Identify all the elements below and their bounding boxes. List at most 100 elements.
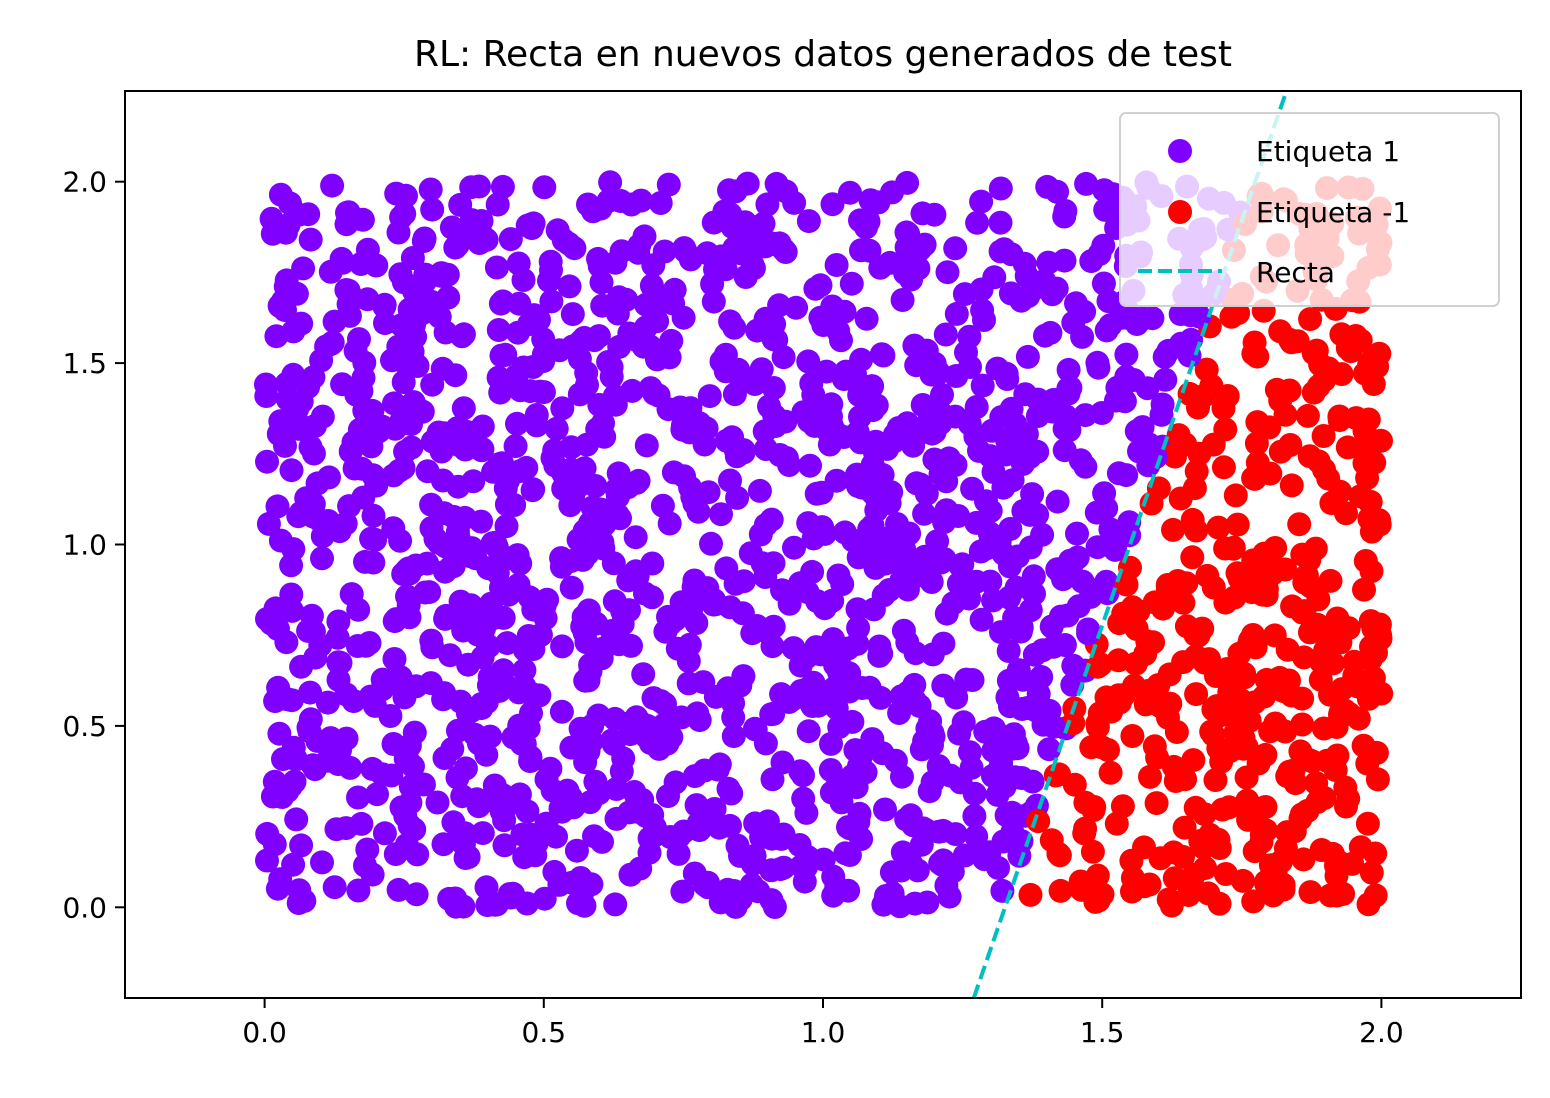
- point-etiqueta-1: [1052, 438, 1077, 463]
- point-etiqueta-1: [873, 551, 898, 576]
- point-etiqueta-neg1: [1246, 751, 1271, 776]
- point-etiqueta-1: [562, 236, 587, 261]
- point-etiqueta-1: [334, 726, 359, 751]
- point-etiqueta-1: [474, 742, 499, 767]
- point-etiqueta-1: [677, 420, 702, 445]
- point-etiqueta-1: [829, 328, 853, 353]
- point-etiqueta-1: [1084, 578, 1109, 602]
- point-etiqueta-1: [353, 853, 377, 878]
- point-etiqueta-1: [764, 171, 789, 196]
- point-etiqueta-1: [735, 171, 760, 196]
- point-etiqueta-1: [692, 758, 717, 783]
- point-etiqueta-neg1: [1298, 620, 1322, 645]
- point-etiqueta-1: [628, 856, 653, 881]
- point-etiqueta-1: [1061, 653, 1086, 678]
- point-etiqueta-neg1: [1106, 648, 1131, 673]
- point-etiqueta-1: [360, 756, 385, 781]
- y-axis: 0.0 0.5 1.0 1.5 2.0: [62, 166, 125, 924]
- point-etiqueta-1: [349, 456, 374, 481]
- point-etiqueta-neg1: [1180, 507, 1205, 532]
- point-etiqueta-1: [858, 188, 883, 213]
- point-etiqueta-1: [572, 325, 597, 350]
- point-etiqueta-1: [1084, 500, 1109, 525]
- point-etiqueta-1: [576, 598, 601, 623]
- point-etiqueta-1: [751, 211, 776, 236]
- point-etiqueta-1: [400, 246, 425, 270]
- point-etiqueta-neg1: [1206, 515, 1231, 540]
- point-etiqueta-1: [381, 463, 406, 488]
- point-etiqueta-neg1: [1342, 664, 1367, 688]
- point-etiqueta-1: [351, 485, 376, 510]
- point-etiqueta-1: [879, 860, 904, 885]
- point-etiqueta-1: [296, 202, 321, 227]
- point-etiqueta-1: [899, 267, 924, 292]
- point-etiqueta-1: [920, 542, 945, 567]
- point-etiqueta-1: [1005, 736, 1030, 761]
- y-tick-label: 1.0: [62, 529, 107, 562]
- point-etiqueta-neg1: [1363, 841, 1388, 866]
- point-etiqueta-1: [273, 433, 297, 458]
- point-etiqueta-1: [502, 493, 527, 517]
- point-etiqueta-1: [1045, 179, 1070, 204]
- point-etiqueta-1: [315, 690, 340, 715]
- point-etiqueta-1: [718, 309, 743, 334]
- point-etiqueta-1: [336, 292, 361, 317]
- point-etiqueta-1: [721, 724, 746, 749]
- point-etiqueta-1: [280, 598, 305, 623]
- point-etiqueta-1: [383, 842, 408, 867]
- point-etiqueta-1: [469, 791, 494, 816]
- point-etiqueta-1: [327, 519, 352, 544]
- point-etiqueta-neg1: [1162, 443, 1186, 468]
- point-etiqueta-1: [989, 620, 1013, 645]
- point-etiqueta-1: [432, 746, 457, 770]
- point-etiqueta-1: [1073, 454, 1098, 479]
- point-etiqueta-neg1: [1039, 828, 1064, 853]
- point-etiqueta-1: [937, 446, 961, 471]
- point-etiqueta-1: [669, 705, 694, 730]
- point-etiqueta-1: [604, 806, 629, 831]
- point-etiqueta-neg1: [1111, 601, 1136, 626]
- point-etiqueta-1: [392, 685, 417, 710]
- point-etiqueta-1: [451, 894, 476, 919]
- point-etiqueta-1: [794, 800, 819, 825]
- point-etiqueta-1: [287, 878, 312, 903]
- point-etiqueta-1: [560, 302, 585, 327]
- point-etiqueta-1: [334, 816, 358, 841]
- point-etiqueta-1: [920, 770, 945, 795]
- point-etiqueta-neg1: [1309, 649, 1334, 674]
- point-etiqueta-1: [943, 404, 968, 429]
- point-etiqueta-1: [848, 763, 873, 788]
- point-etiqueta-1: [1011, 499, 1036, 523]
- point-etiqueta-1: [576, 739, 601, 764]
- point-etiqueta-neg1: [1361, 616, 1386, 641]
- point-etiqueta-neg1: [1268, 439, 1293, 464]
- point-etiqueta-1: [663, 770, 688, 795]
- point-etiqueta-neg1: [1183, 795, 1208, 820]
- point-etiqueta-neg1: [1186, 623, 1211, 648]
- point-etiqueta-1: [781, 636, 806, 661]
- point-etiqueta-1: [699, 531, 723, 556]
- point-etiqueta-1: [310, 850, 334, 875]
- point-etiqueta-1: [413, 580, 438, 605]
- point-etiqueta-1: [382, 391, 406, 416]
- point-etiqueta-1: [650, 493, 675, 518]
- point-etiqueta-1: [521, 597, 546, 622]
- point-etiqueta-neg1: [1156, 887, 1181, 912]
- point-etiqueta-neg1: [1204, 664, 1228, 688]
- point-etiqueta-1: [904, 353, 929, 378]
- point-etiqueta-1: [284, 281, 309, 306]
- point-etiqueta-neg1: [1221, 698, 1246, 723]
- point-etiqueta-1: [777, 591, 802, 616]
- legend-label-etiqueta-1: Etiqueta 1: [1256, 135, 1400, 168]
- legend-label-etiqueta-neg1: Etiqueta -1: [1256, 196, 1410, 229]
- point-etiqueta-1: [1168, 302, 1193, 327]
- point-etiqueta-1: [498, 227, 523, 252]
- point-etiqueta-1: [912, 232, 937, 257]
- point-etiqueta-1: [869, 641, 894, 666]
- point-etiqueta-1: [912, 419, 937, 444]
- point-etiqueta-neg1: [1166, 423, 1191, 448]
- point-etiqueta-neg1: [1311, 424, 1336, 448]
- point-etiqueta-1: [326, 650, 351, 675]
- point-etiqueta-1: [718, 468, 742, 493]
